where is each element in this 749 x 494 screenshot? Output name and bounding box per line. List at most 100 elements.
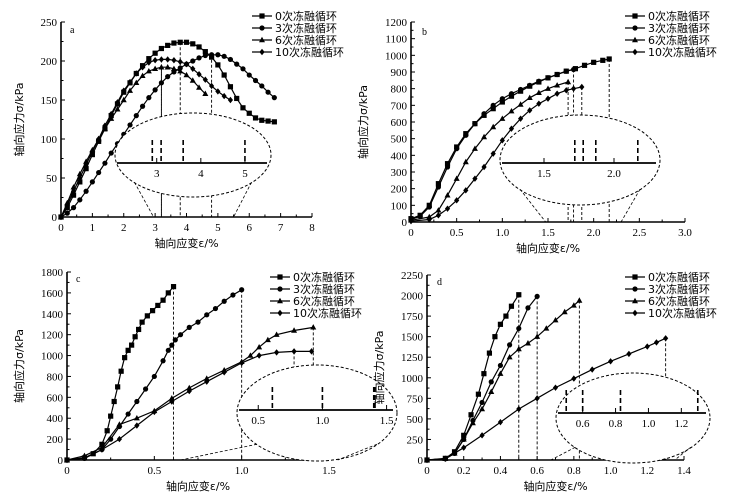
- data-point: [99, 446, 105, 453]
- data-point: [497, 362, 504, 369]
- data-point: [189, 77, 196, 83]
- data-point: [417, 213, 423, 219]
- data-point: [516, 405, 522, 413]
- data-point: [115, 384, 121, 390]
- legend-label: 3次冻融循环: [293, 282, 355, 296]
- x-tick-label: 1.0: [235, 465, 249, 477]
- series-3: [58, 56, 234, 221]
- data-point: [127, 87, 134, 93]
- y-tick-label: 0: [402, 217, 408, 229]
- data-point: [481, 163, 487, 171]
- data-point: [111, 398, 117, 405]
- y-tick-label: 300: [391, 167, 408, 179]
- data-point: [561, 308, 568, 315]
- data-point: [114, 99, 121, 106]
- legend-marker: [277, 309, 283, 317]
- data-point: [271, 119, 277, 125]
- y-tick-label: 700: [391, 100, 408, 112]
- data-point: [435, 181, 441, 187]
- data-point: [570, 302, 577, 308]
- data-point: [497, 370, 504, 376]
- data-point: [96, 135, 102, 143]
- data-point: [195, 319, 201, 325]
- data-point: [89, 148, 95, 155]
- inset-tick-label: 1.0: [316, 415, 330, 427]
- data-point: [256, 352, 262, 359]
- data-point: [508, 303, 515, 309]
- y-axis-title: 轴向应力σ/kPa: [372, 331, 386, 405]
- legend-label: 0次冻融循环: [293, 270, 355, 284]
- data-point: [83, 188, 89, 194]
- legend-label: 10次冻融循环: [648, 306, 717, 320]
- data-point: [274, 349, 280, 356]
- y-tick-label: 1200: [41, 330, 64, 342]
- y-tick-label: 250: [41, 17, 58, 29]
- inset-ellipse: [555, 372, 711, 464]
- data-point: [152, 50, 158, 56]
- inset-ellipse: [236, 364, 398, 462]
- data-point: [516, 325, 522, 332]
- inset-tick-label: 0.5: [251, 415, 265, 427]
- x-tick-label: 3.0: [678, 227, 692, 239]
- data-point: [139, 103, 146, 109]
- data-point: [563, 87, 569, 94]
- x-axis-title: 轴向应变ε/%: [154, 236, 218, 250]
- inset-tick-label: 0.8: [609, 418, 623, 430]
- data-point: [479, 432, 485, 439]
- data-point: [653, 339, 660, 346]
- x-tick-label: 0: [424, 465, 430, 477]
- data-point: [463, 187, 469, 194]
- data-point: [252, 115, 259, 121]
- data-point: [240, 66, 246, 72]
- x-tick-label: 3: [152, 222, 158, 234]
- y-tick-label: 1000: [385, 50, 408, 62]
- y-tick-label: 200: [47, 434, 64, 446]
- data-point: [70, 192, 77, 198]
- y-tick-label: 1100: [385, 34, 407, 46]
- data-point: [164, 64, 171, 70]
- data-point: [535, 89, 542, 96]
- inset-magnifier: 0.5 1.0 1.5: [180, 364, 398, 462]
- series-3: [424, 335, 669, 464]
- y-tick-label: 250: [407, 434, 424, 446]
- data-point: [127, 78, 133, 86]
- data-point: [517, 101, 524, 107]
- legend-label: 3次冻融循环: [648, 21, 710, 35]
- data-point: [545, 75, 551, 81]
- data-point: [246, 110, 252, 116]
- data-point: [186, 324, 192, 330]
- data-point: [190, 41, 196, 47]
- y-tick-label: 100: [41, 134, 58, 146]
- data-point: [165, 56, 171, 63]
- data-point: [518, 86, 524, 93]
- y-axis-title: 轴向应力σ/kPa: [356, 85, 370, 159]
- x-tick-label: 4: [184, 222, 190, 234]
- legend-label: 0次冻融循环: [275, 9, 337, 23]
- x-axis-title: 轴向应变ε/%: [516, 241, 580, 255]
- data-point: [444, 161, 451, 167]
- legend-marker: [632, 274, 638, 280]
- inset-tick-label: 1.2: [674, 418, 688, 430]
- data-point: [499, 96, 505, 102]
- data-point: [139, 72, 146, 79]
- data-point: [152, 65, 159, 71]
- data-point: [77, 197, 83, 203]
- data-point: [202, 52, 208, 59]
- data-point: [81, 454, 88, 462]
- data-point: [490, 106, 496, 112]
- data-point: [102, 122, 108, 129]
- legend-label: 3次冻融循环: [648, 282, 710, 296]
- data-point: [503, 313, 509, 319]
- x-tick-label: 0: [408, 227, 414, 239]
- data-point: [122, 355, 128, 361]
- x-tick-label: 7: [278, 222, 284, 234]
- legend-marker: [632, 25, 638, 31]
- y-tick-label: 800: [391, 84, 408, 96]
- data-point: [472, 175, 478, 182]
- y-tick-label: 500: [407, 414, 424, 426]
- data-point: [64, 210, 70, 216]
- data-point: [554, 82, 561, 88]
- data-point: [563, 68, 569, 74]
- data-point: [524, 340, 531, 346]
- data-point: [453, 175, 460, 181]
